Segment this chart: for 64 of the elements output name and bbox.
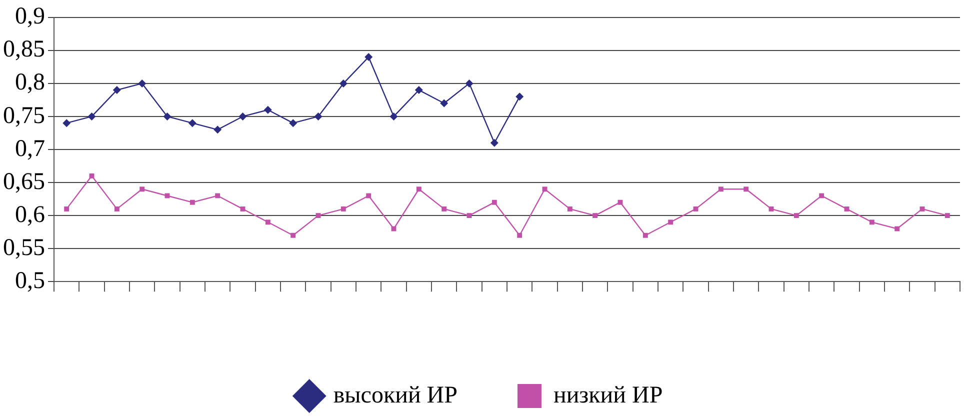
point <box>238 112 247 120</box>
point <box>215 193 220 198</box>
y-tick-label: 0,85 <box>3 36 45 63</box>
point <box>490 138 498 147</box>
point <box>465 79 474 88</box>
point <box>440 99 448 108</box>
point <box>340 206 346 212</box>
point <box>364 53 373 62</box>
point <box>264 106 272 114</box>
point <box>693 206 698 212</box>
point <box>188 119 196 128</box>
point <box>289 119 298 128</box>
point <box>140 186 145 192</box>
point <box>516 92 524 101</box>
point <box>414 86 423 94</box>
point <box>794 213 799 218</box>
point <box>190 200 195 205</box>
point <box>290 232 296 238</box>
point <box>163 112 172 120</box>
y-tick-label: 0,65 <box>3 168 45 195</box>
point <box>88 112 96 120</box>
y-tick-label: 0,8 <box>15 70 45 96</box>
point <box>844 206 850 212</box>
point <box>894 226 900 232</box>
point <box>618 200 623 205</box>
point <box>314 112 322 120</box>
point <box>442 206 447 212</box>
point <box>89 173 94 178</box>
point <box>492 200 497 205</box>
y-tick-label: 0,75 <box>3 102 45 129</box>
y-tick-label: 0,5 <box>15 268 45 294</box>
point <box>114 206 120 212</box>
point <box>240 206 246 212</box>
y-tick-label: 0,55 <box>3 234 45 261</box>
point <box>542 186 548 192</box>
point <box>869 220 874 225</box>
point <box>517 232 522 238</box>
point <box>339 79 348 88</box>
point <box>265 220 270 225</box>
y-tick-label: 0,7 <box>15 136 45 162</box>
point <box>366 193 372 198</box>
legend-label: низкий ИР <box>553 382 663 408</box>
point <box>768 206 774 212</box>
point <box>592 213 598 218</box>
point <box>64 206 70 212</box>
point <box>214 126 222 134</box>
point <box>668 220 674 225</box>
point <box>567 206 572 212</box>
point <box>944 213 950 218</box>
point <box>112 86 121 94</box>
point <box>718 186 724 192</box>
point <box>744 186 749 192</box>
point <box>416 186 422 192</box>
y-tick-label: 0,9 <box>15 4 45 30</box>
point <box>819 193 824 198</box>
point <box>466 213 472 218</box>
point <box>642 232 648 238</box>
point <box>316 213 321 218</box>
y-tick-label: 0,6 <box>15 202 45 228</box>
point <box>138 79 146 88</box>
point <box>390 112 398 120</box>
point <box>62 119 71 128</box>
legend-label: высокий ИР <box>333 382 458 408</box>
point <box>920 206 925 212</box>
